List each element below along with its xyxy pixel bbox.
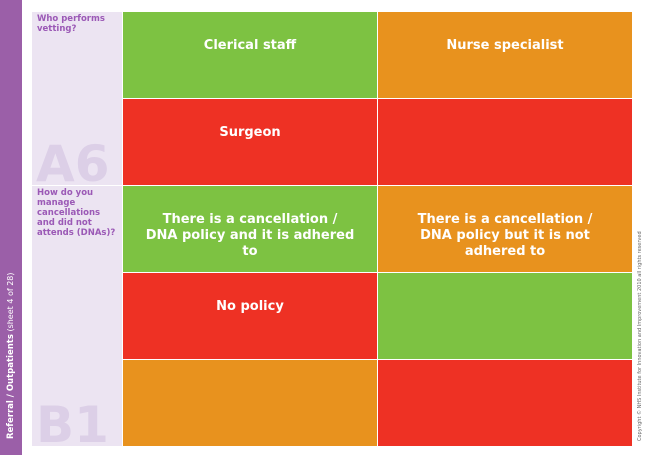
sidebar: Referral / Outpatients (sheet 4 of 28): [0, 0, 22, 455]
answer-cell: [378, 273, 632, 359]
section-code: A6: [36, 135, 110, 185]
answer-cell: No policy: [123, 273, 377, 359]
answer-cell: There is a cancellation / DNA policy and…: [123, 186, 377, 272]
answer-cell: There is a cancellation / DNA policy but…: [378, 186, 632, 272]
answer-cell: Clerical staff: [123, 12, 377, 98]
sheet-number: (sheet 4 of 28): [6, 272, 15, 332]
answer-text: Clerical staff: [203, 38, 297, 53]
answer-cell: [378, 360, 632, 446]
answer-text: Surgeon: [219, 125, 281, 140]
answer-cell: Nurse specialist: [378, 12, 632, 98]
sidebar-label: Referral / Outpatients (sheet 4 of 28): [6, 272, 16, 439]
answer-cell: [123, 360, 377, 446]
answer-text: There is a cancellation / DNA policy but…: [417, 212, 593, 259]
question: Who performs vetting?: [37, 14, 105, 34]
copyright: Copyright © NHS Institute for Innovation…: [637, 231, 643, 441]
answer-cell: [378, 99, 632, 185]
answer-text: There is a cancellation / DNA policy and…: [145, 212, 355, 259]
answer-cell: Surgeon: [123, 99, 377, 185]
question: How do you manage cancellations and did …: [37, 188, 116, 238]
answer-text: No policy: [216, 299, 284, 314]
question-box: How do you manage cancellations and did …: [32, 186, 122, 446]
question-box: Who performs vetting? A6: [32, 12, 122, 185]
answer-text: Nurse specialist: [446, 38, 564, 53]
section-code: B1: [36, 396, 109, 446]
section-name: Referral / Outpatients: [6, 334, 16, 439]
